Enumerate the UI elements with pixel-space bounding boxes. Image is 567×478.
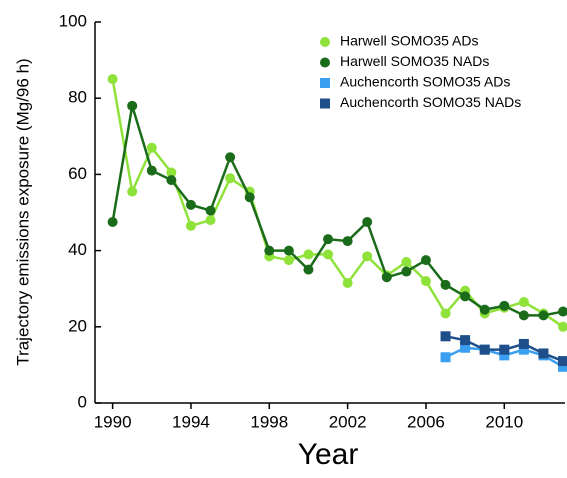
data-point [205,215,216,226]
data-point [460,335,471,346]
data-point [518,310,529,321]
legend-label: Harwell SOMO35 NADs [340,53,489,69]
data-point [146,142,157,153]
data-point [185,199,196,210]
data-point [342,236,353,247]
legend-label: Harwell SOMO35 ADs [340,33,478,49]
data-point [185,220,196,231]
data-point [107,74,118,85]
data-point [146,165,157,176]
x-tick-label: 2010 [485,412,523,431]
legend-label: Auchencorth SOMO35 ADs [340,74,510,90]
data-point [323,234,334,245]
data-point [460,291,471,302]
data-point [225,173,236,184]
x-tick-label: 2002 [329,412,367,431]
data-point [499,350,510,361]
data-point [401,266,412,277]
data-point [303,264,314,275]
data-point [440,352,451,363]
data-point [440,279,451,290]
data-point [440,308,451,319]
x-tick-label: 1994 [172,412,210,431]
data-point [538,348,549,359]
data-point [283,245,294,256]
data-point [518,297,529,308]
data-point [518,338,529,349]
data-point [479,344,490,355]
x-tick-label: 1998 [250,412,288,431]
data-point [225,152,236,163]
x-axis-label: Year [298,438,359,471]
data-point [558,356,567,367]
x-tick-label: 2006 [407,412,445,431]
data-point [127,186,138,197]
data-point [283,255,294,266]
data-point [362,217,373,228]
data-point [303,249,314,260]
data-point [460,342,471,353]
legend-label: Auchencorth SOMO35 NADs [340,94,521,110]
data-point [538,310,549,321]
data-point [127,100,138,111]
data-point [479,304,490,315]
y-axis-label: Trajectory emissions exposure (Mg/96 h) [13,58,32,365]
data-point [205,205,216,216]
data-point [420,255,431,266]
y-tick-label: 100 [59,11,87,30]
y-tick-label: 80 [68,88,87,107]
data-point [499,344,510,355]
data-point [166,175,177,186]
legend-marker [320,78,330,88]
y-tick-label: 60 [68,164,87,183]
data-point [558,321,567,332]
x-tick-label: 1990 [94,412,132,431]
data-point [401,257,412,268]
data-point [323,249,334,260]
data-point [342,277,353,288]
series-line [111,105,564,317]
data-point [558,306,567,317]
series-line [111,78,564,328]
legend-marker [320,98,330,109]
y-tick-label: 40 [68,240,87,259]
data-point [420,276,431,287]
y-tick-label: 20 [68,316,87,335]
data-point [362,251,373,262]
data-point [107,217,118,228]
legend-marker [320,57,330,68]
data-point [381,272,392,283]
y-tick-label: 0 [78,392,87,411]
data-point [558,361,567,372]
data-point [244,192,255,203]
data-point [499,300,510,311]
data-point [264,245,275,256]
legend-marker [320,37,330,47]
data-point [166,167,177,178]
data-point [440,331,451,342]
data-point [518,344,529,355]
